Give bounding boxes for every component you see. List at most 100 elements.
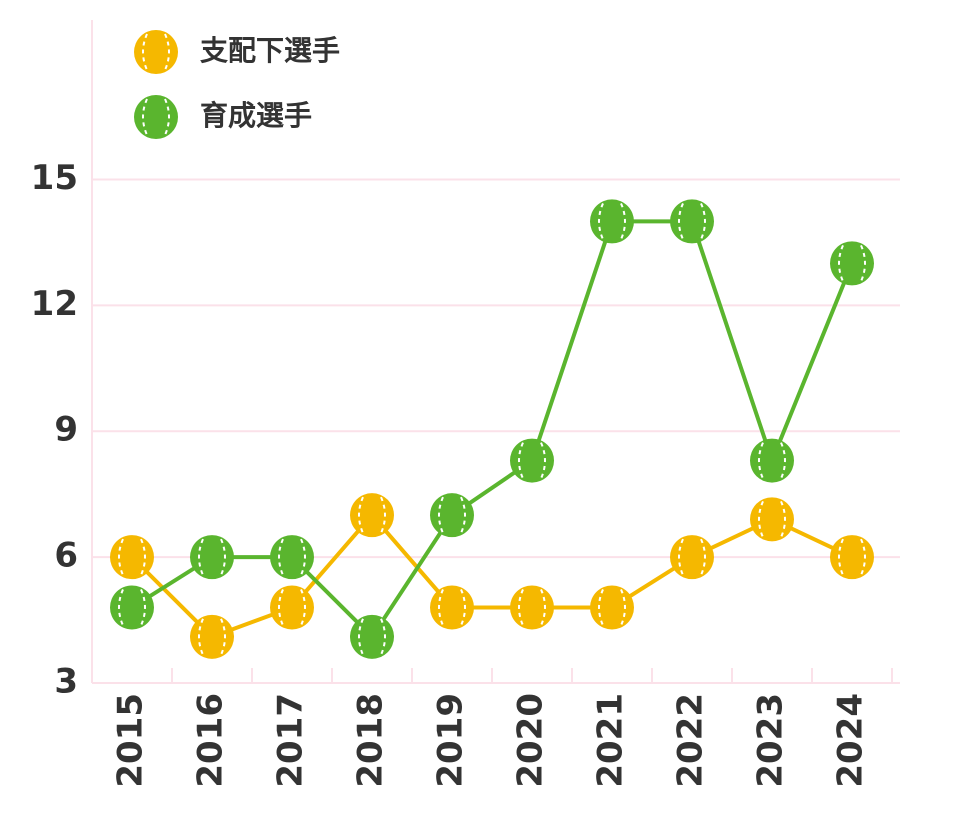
series-line xyxy=(130,219,854,640)
seam xyxy=(838,538,844,576)
seam xyxy=(118,538,124,576)
point-body xyxy=(190,614,234,659)
point-body xyxy=(830,241,874,286)
point xyxy=(350,614,394,659)
point-body xyxy=(270,535,314,580)
point xyxy=(110,535,154,580)
seam xyxy=(620,203,626,240)
seam xyxy=(518,442,524,480)
point-body xyxy=(350,493,394,538)
point xyxy=(190,614,234,659)
point xyxy=(110,585,154,630)
seam xyxy=(860,538,866,576)
seam xyxy=(758,442,764,480)
point xyxy=(830,535,874,580)
point xyxy=(510,438,554,483)
point xyxy=(830,241,874,286)
seam xyxy=(140,538,146,576)
y-tick-label: 12 xyxy=(31,284,78,324)
x-tick-label: 2019 xyxy=(431,693,471,788)
legend-marker-body xyxy=(134,30,178,74)
seam xyxy=(838,244,844,282)
seam xyxy=(380,618,386,656)
point xyxy=(270,535,314,580)
point-body xyxy=(270,585,314,630)
seam xyxy=(758,500,764,538)
y-tick-label: 15 xyxy=(31,158,78,198)
seam xyxy=(438,496,444,534)
seam xyxy=(164,33,170,71)
seam xyxy=(540,442,546,480)
point xyxy=(670,535,714,580)
seam xyxy=(198,618,204,656)
x-tick-label: 2020 xyxy=(511,693,551,788)
point xyxy=(750,438,794,483)
point-body xyxy=(510,585,554,630)
y-tick-label: 3 xyxy=(54,662,78,702)
seam xyxy=(598,203,604,240)
seam xyxy=(780,500,786,538)
seam xyxy=(300,589,306,626)
seam xyxy=(140,589,146,626)
x-tick-label: 2021 xyxy=(591,693,631,788)
seam xyxy=(198,538,204,576)
seam xyxy=(380,496,386,534)
seam xyxy=(700,538,706,576)
point-body xyxy=(350,614,394,659)
point-body xyxy=(110,585,154,630)
seam xyxy=(278,589,284,626)
seam xyxy=(678,538,684,576)
point-body xyxy=(590,199,634,244)
seam xyxy=(220,538,226,576)
point-body xyxy=(830,535,874,580)
seam xyxy=(278,538,284,576)
point xyxy=(190,535,234,580)
x-tick-label: 2024 xyxy=(831,693,871,788)
series-line xyxy=(130,512,853,640)
point-body xyxy=(190,535,234,580)
point xyxy=(430,493,474,538)
seam xyxy=(598,589,604,626)
point-body xyxy=(590,585,634,630)
seam xyxy=(780,442,786,480)
x-tick-label: 2017 xyxy=(271,693,311,788)
seam xyxy=(460,496,466,534)
x-tick-label: 2023 xyxy=(751,693,791,788)
legend-marker xyxy=(134,95,178,139)
point-body xyxy=(110,535,154,580)
seam xyxy=(300,538,306,576)
point xyxy=(750,497,794,542)
seam xyxy=(438,589,444,626)
x-tick-label: 2022 xyxy=(671,693,711,788)
point-body xyxy=(430,585,474,630)
seam xyxy=(220,618,226,656)
point-body xyxy=(670,535,714,580)
point-body xyxy=(670,199,714,244)
point xyxy=(590,199,634,244)
seam xyxy=(358,496,364,534)
x-tick-label: 2018 xyxy=(351,693,391,788)
seam xyxy=(142,98,148,136)
point-body xyxy=(510,438,554,483)
legend-marker-body xyxy=(134,95,178,139)
point-body xyxy=(750,438,794,483)
seam xyxy=(164,98,170,136)
seam xyxy=(460,589,466,626)
point xyxy=(350,493,394,538)
point xyxy=(270,585,314,630)
point xyxy=(590,585,634,630)
seam xyxy=(860,244,866,282)
point xyxy=(670,199,714,244)
seam xyxy=(700,203,706,240)
point xyxy=(510,585,554,630)
seam xyxy=(620,589,626,626)
point-body xyxy=(430,493,474,538)
y-tick-label: 9 xyxy=(54,410,78,450)
point-body xyxy=(750,497,794,542)
seam xyxy=(118,589,124,626)
x-tick-label: 2015 xyxy=(111,693,151,788)
y-tick-label: 6 xyxy=(54,536,78,576)
seam xyxy=(358,618,364,656)
legend-label: 育成選手 xyxy=(200,99,312,132)
seam xyxy=(142,33,148,71)
